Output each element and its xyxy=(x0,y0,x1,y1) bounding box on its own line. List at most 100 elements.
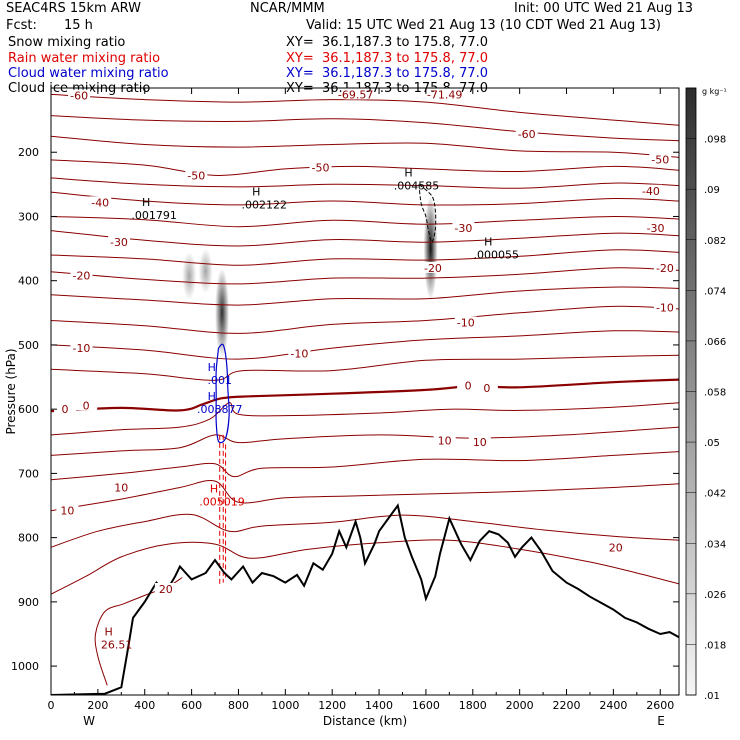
isotherm-label: 0 xyxy=(465,379,472,392)
maximum-value-label: .004585 xyxy=(394,179,440,192)
isotherm-label: 10 xyxy=(60,505,74,518)
isotherm-label: -30 xyxy=(454,222,472,235)
isotherm-label: 0 xyxy=(62,403,69,416)
isotherm-line xyxy=(51,451,679,481)
fcst-label: Fcst: xyxy=(6,18,37,33)
isotherm-label-bg xyxy=(54,403,77,415)
isotherm-label: 10 xyxy=(438,435,452,448)
isotherm-label: -50 xyxy=(311,162,329,175)
isotherm-label: 20 xyxy=(609,541,623,554)
snow-mixing-column xyxy=(182,251,197,300)
isotherm-label-bg xyxy=(468,435,491,447)
isotherm-label-bg xyxy=(107,236,130,248)
x-tick-label: 2000 xyxy=(506,699,534,712)
isotherm-label-bg xyxy=(639,184,662,196)
x-tick-label: 1400 xyxy=(365,699,393,712)
isotherm-line xyxy=(51,480,679,512)
maximum-marker: H xyxy=(252,186,260,199)
isotherm-line xyxy=(51,115,679,142)
field-cloud-water-name: Cloud water mixing ratio xyxy=(8,66,169,81)
isotherm-label: -40 xyxy=(91,196,109,209)
west-label: W xyxy=(83,714,95,728)
y-tick-label: 400 xyxy=(18,275,39,288)
isotherm-label-bg xyxy=(421,261,444,273)
isotherm-label-bg xyxy=(433,88,456,100)
isotherm-line xyxy=(51,354,679,381)
colorbar-label: .082 xyxy=(704,236,726,247)
maximum-value-label: .005019 xyxy=(199,495,245,508)
colorbar-label: .026 xyxy=(704,590,726,601)
colorbar-label: .058 xyxy=(704,388,726,399)
x-tick-label: 600 xyxy=(181,699,202,712)
field-snow-name: Snow mixing ratio xyxy=(8,35,126,50)
maximum-marker: H xyxy=(142,196,150,209)
isotherm-label: -71.49 xyxy=(427,88,462,101)
isotherm-line xyxy=(51,513,679,548)
x-tick-label: 800 xyxy=(228,699,249,712)
isotherm-line xyxy=(51,191,679,206)
isotherm-line xyxy=(51,426,679,456)
x-tick-label: 200 xyxy=(87,699,108,712)
isotherm-label-bg xyxy=(344,88,367,100)
colorbar-label: .098 xyxy=(704,135,726,146)
isotherm-label-bg xyxy=(653,261,676,273)
colorbar-label: .042 xyxy=(704,489,726,500)
valid-label: Valid: 15 UTC Wed 21 Aug 13 (10 CDT Wed … xyxy=(306,18,661,33)
cloud-water-contour xyxy=(215,343,230,444)
y-axis-label: Pressure (hPa) xyxy=(4,348,18,434)
maximum-value-label: .001791 xyxy=(131,209,177,222)
isotherm-line xyxy=(51,177,679,189)
y-tick-label: 700 xyxy=(18,467,39,480)
snow-mixing-column xyxy=(198,248,213,294)
y-tick-label: 200 xyxy=(18,146,39,159)
y-tick-label: 1000 xyxy=(11,660,39,673)
isotherm-label: -50 xyxy=(651,153,669,166)
isotherm-label-bg xyxy=(604,541,627,553)
x-tick-label: 0 xyxy=(48,699,55,712)
maximum-value-label: 26.51 xyxy=(101,639,133,652)
isotherm-label-bg xyxy=(454,316,477,328)
fcst-value: 15 h xyxy=(64,18,93,33)
x-tick-label: 2200 xyxy=(553,699,581,712)
x-tick-label: 1600 xyxy=(412,699,440,712)
maximum-value-label: .008877 xyxy=(197,403,243,416)
maximum-value-label: .000055 xyxy=(473,249,519,262)
colorbar-unit: g kg⁻¹ xyxy=(702,87,727,96)
colorbar-label: .09 xyxy=(704,185,720,196)
isotherm-label-bg xyxy=(110,481,133,493)
snow-mixing-column xyxy=(215,267,230,358)
colorbar-label: .05 xyxy=(704,438,720,449)
isotherm-label: 0 xyxy=(483,382,490,395)
isotherm-label-bg xyxy=(653,301,676,313)
isotherm-line xyxy=(51,215,679,228)
isotherm-label: 20 xyxy=(159,583,173,596)
isotherm-label-bg xyxy=(75,399,98,411)
isotherm-label: -40 xyxy=(642,185,660,198)
x-tick-label: 400 xyxy=(134,699,155,712)
isotherm-label-bg xyxy=(185,169,208,181)
isotherm-label: 0 xyxy=(83,399,90,412)
isotherm-line xyxy=(51,93,679,126)
isotherm-line xyxy=(51,330,679,360)
isotherm-line xyxy=(51,267,679,285)
model-title: SEAC4RS 15km ARW xyxy=(6,1,142,16)
colorbar-label: .074 xyxy=(704,286,726,297)
isotherm-label-bg xyxy=(644,222,667,234)
isotherm-label-bg xyxy=(475,381,498,393)
isotherm-label: -60 xyxy=(518,128,536,141)
isotherm-line xyxy=(51,402,679,436)
isotherm-label-bg xyxy=(457,379,480,391)
isotherm-label: -50 xyxy=(187,169,205,182)
y-tick-label: 600 xyxy=(18,403,39,416)
isotherm-label: -30 xyxy=(647,222,665,235)
y-tick-label: 500 xyxy=(18,339,39,352)
y-tick-label: 900 xyxy=(18,596,39,609)
cloud-ice-contour xyxy=(418,183,437,243)
isotherm-label-bg xyxy=(56,504,79,516)
isotherm-line xyxy=(51,305,679,334)
isotherm-label: -10 xyxy=(72,342,90,355)
isotherm-line xyxy=(51,286,679,306)
isotherm-label: -30 xyxy=(110,236,128,249)
isotherm-label-bg xyxy=(433,434,456,446)
